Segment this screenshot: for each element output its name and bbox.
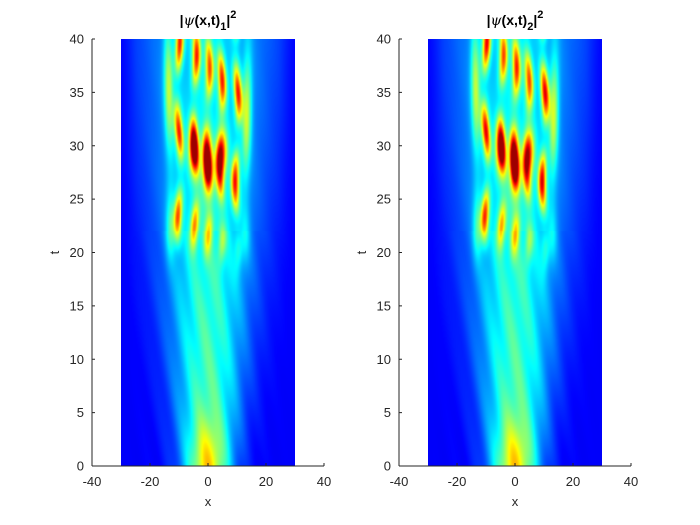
- y-tick-label: 35: [70, 85, 84, 100]
- chart-title: |ψ(x,t)2|2: [487, 9, 544, 33]
- x-tick-label: 0: [511, 474, 518, 489]
- y-tick-label: 10: [70, 352, 84, 367]
- x-tick-label: -20: [448, 474, 467, 489]
- x-axis-label: x: [512, 494, 519, 509]
- x-tick-label: -20: [141, 474, 160, 489]
- y-tick-label: 10: [377, 352, 391, 367]
- x-tick-label: -40: [83, 474, 102, 489]
- x-tick-label: 0: [204, 474, 211, 489]
- x-tick-label: 40: [317, 474, 331, 489]
- y-tick-label: 5: [77, 405, 84, 420]
- y-tick-label: 30: [377, 138, 391, 153]
- y-tick-label: 25: [70, 192, 84, 207]
- subplot-2: -40 -20 0 20 40 0 5 10 15 20 25 30 35 40 x t |ψ(x,t)2|2: [354, 9, 638, 509]
- x-tick-label: 20: [259, 474, 273, 489]
- y-tick-label: 40: [70, 32, 84, 47]
- y-tick-label: 15: [70, 298, 84, 313]
- y-tick-label: 20: [377, 245, 391, 260]
- y-tick-label: 0: [77, 459, 84, 474]
- y-tick-label: 40: [377, 32, 391, 47]
- subplot-1: -40 -20 0 20 40 0 5 10 15 20 25 30 35 40 x t |ψ(x,t)1|2: [47, 9, 331, 509]
- heatmap-image: [428, 39, 602, 466]
- x-tick-label: 40: [624, 474, 638, 489]
- y-tick-label: 5: [384, 405, 391, 420]
- x-tick-label: 20: [566, 474, 580, 489]
- heatmap-image: [121, 39, 295, 466]
- y-axis-label: t: [354, 250, 369, 254]
- y-tick-label: 0: [384, 459, 391, 474]
- y-tick-label: 30: [70, 138, 84, 153]
- chart-title: |ψ(x,t)1|2: [180, 9, 237, 33]
- y-tick-label: 25: [377, 192, 391, 207]
- y-tick-label: 35: [377, 85, 391, 100]
- y-tick-label: 15: [377, 298, 391, 313]
- x-axis-label: x: [205, 494, 212, 509]
- y-tick-label: 20: [70, 245, 84, 260]
- x-tick-label: -40: [390, 474, 409, 489]
- y-axis-label: t: [47, 250, 62, 254]
